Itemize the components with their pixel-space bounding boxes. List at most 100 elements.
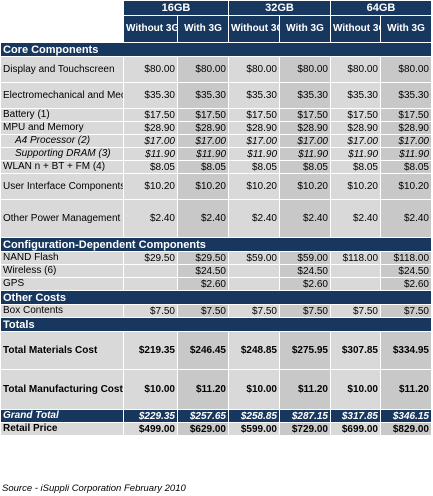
table-row: Electromechanical and Mechanical$35.30$3…: [0, 82, 432, 109]
cost-cell: $35.30: [330, 82, 381, 109]
capacity-header-row: 16GB 32GB 64GB: [0, 0, 432, 16]
cost-cell: $2.40: [279, 199, 331, 238]
subheader-with-3g: With 3G: [380, 15, 432, 43]
cost-cell: $35.30: [123, 82, 178, 109]
cost-cell: $499.00: [123, 422, 178, 436]
cost-cell: $24.50: [380, 264, 432, 278]
cost-cell: $699.00: [330, 422, 381, 436]
subheader-with-3g: With 3G: [279, 15, 331, 43]
network-header-row: Without 3G With 3G Without 3G With 3G Wi…: [0, 15, 432, 43]
header-blank-cell: [0, 15, 124, 43]
cost-table-body: 16GB 32GB 64GB Without 3G With 3G Withou…: [0, 0, 432, 436]
row-label: Wireless (6): [0, 264, 124, 278]
cost-cell: $80.00: [177, 56, 229, 83]
cost-cell: $7.50: [380, 304, 432, 318]
cost-cell: $11.20: [177, 369, 229, 410]
cost-cell: [330, 264, 381, 278]
cost-cell: $334.95: [380, 331, 432, 370]
cost-cell: $17.00: [330, 134, 381, 148]
cost-cell: [330, 277, 381, 291]
section-header-row: Other Costs: [0, 290, 432, 305]
table-row: MPU and Memory $28.90 $28.90 $28.90 $28.90 $2…: [0, 121, 432, 135]
capacity-header-32gb: 32GB: [228, 0, 331, 16]
cost-cell: $346.15: [380, 409, 432, 423]
table-row: Battery (1) $17.50 $17.50 $17.50 $17.50 $17.5…: [0, 108, 432, 122]
cost-cell: $2.40: [330, 199, 381, 238]
cost-cell: $10.00: [228, 369, 280, 410]
header-blank-cell: [0, 0, 124, 16]
cost-cell: $8.05: [123, 160, 178, 174]
cost-cell: $28.90: [228, 121, 280, 135]
section-header-row: Core Components: [0, 42, 432, 57]
retail-price-row: Retail Price $499.00 $629.00 $599.00 $729.00…: [0, 422, 432, 436]
cost-cell: $10.00: [123, 369, 178, 410]
cost-cell: $11.90: [380, 147, 432, 161]
cost-cell: $248.85: [228, 331, 280, 370]
cost-cell: [228, 264, 280, 278]
row-label: Supporting DRAM (3): [0, 147, 124, 161]
table-row: WLAN n + BT + FM (4) $8.05 $8.05 $8.05 $8.05…: [0, 160, 432, 174]
cost-cell: $2.40: [228, 199, 280, 238]
section-header-row: Configuration-Dependent Components: [0, 237, 432, 252]
row-label: Other Power Management Components: [0, 199, 124, 238]
table-row: GPS $2.60 $2.60 $2.60: [0, 277, 432, 291]
row-label: Battery (1): [0, 108, 124, 122]
cost-cell: $28.90: [123, 121, 178, 135]
cost-cell: $7.50: [228, 304, 280, 318]
cost-cell: [123, 277, 178, 291]
cost-cell: $17.50: [123, 108, 178, 122]
cost-cell: [123, 264, 178, 278]
table-row: Total Manufacturing Cost $10.00 $11.20 $10.…: [0, 369, 432, 410]
grand-total-row: Grand Total $229.35 $257.65 $258.85 $287.15 $…: [0, 409, 432, 423]
cost-cell: $8.05: [228, 160, 280, 174]
cost-cell: $10.00: [330, 369, 381, 410]
cost-cell: $29.50: [123, 251, 178, 265]
section-title: Core Components: [0, 42, 432, 57]
cost-cell: $28.90: [330, 121, 381, 135]
cost-cell: $8.05: [330, 160, 381, 174]
section-title: Configuration-Dependent Components: [0, 237, 432, 252]
cost-cell: $10.20: [279, 173, 331, 200]
row-label: Total Manufacturing Cost: [0, 369, 124, 410]
cost-cell: $11.20: [279, 369, 331, 410]
cost-cell: $2.40: [380, 199, 432, 238]
cost-cell: $17.00: [177, 134, 229, 148]
section-header-row: Totals: [0, 317, 432, 332]
table-row: Wireless (6) $24.50 $24.50 $24.50: [0, 264, 432, 278]
cost-cell: $59.00: [228, 251, 280, 265]
row-label: Box Contents: [0, 304, 124, 318]
row-label: Total Materials Cost: [0, 331, 124, 370]
cost-cell: $11.90: [177, 147, 229, 161]
cost-cell: $2.40: [177, 199, 229, 238]
cost-cell: $28.90: [380, 121, 432, 135]
cost-cell: $17.00: [279, 134, 331, 148]
cost-cell: $2.60: [177, 277, 229, 291]
row-label: Electromechanical and Mechanical: [0, 82, 124, 109]
source-note: Source - iSuppli Corporation February 20…: [2, 483, 186, 494]
cost-cell: $80.00: [123, 56, 178, 83]
cost-cell: $59.00: [279, 251, 331, 265]
cost-cell: $118.00: [330, 251, 381, 265]
cost-cell: $24.50: [177, 264, 229, 278]
cost-cell: $35.30: [279, 82, 331, 109]
row-label: Display and Touchscreen: [0, 56, 124, 83]
cost-cell: $275.95: [279, 331, 331, 370]
cost-cell: $28.90: [177, 121, 229, 135]
row-label: User Interface Components (5): [0, 173, 124, 200]
cost-cell: $219.35: [123, 331, 178, 370]
subheader-without-3g: Without 3G: [123, 15, 178, 43]
capacity-header-16gb: 16GB: [123, 0, 229, 16]
cost-cell: $11.90: [330, 147, 381, 161]
table-row: Display and Touchscreen $80.00 $80.00 $80.0…: [0, 56, 432, 83]
cost-cell: $10.20: [228, 173, 280, 200]
table-row: NAND Flash $29.50 $29.50 $59.00 $59.00 $118.0…: [0, 251, 432, 265]
cost-cell: $246.45: [177, 331, 229, 370]
cost-cell: [228, 277, 280, 291]
cost-cell: $729.00: [279, 422, 331, 436]
cost-cell: $629.00: [177, 422, 229, 436]
subheader-with-3g: With 3G: [177, 15, 229, 43]
cost-cell: $17.50: [330, 108, 381, 122]
cost-cell: $8.05: [380, 160, 432, 174]
cost-cell: $10.20: [330, 173, 381, 200]
